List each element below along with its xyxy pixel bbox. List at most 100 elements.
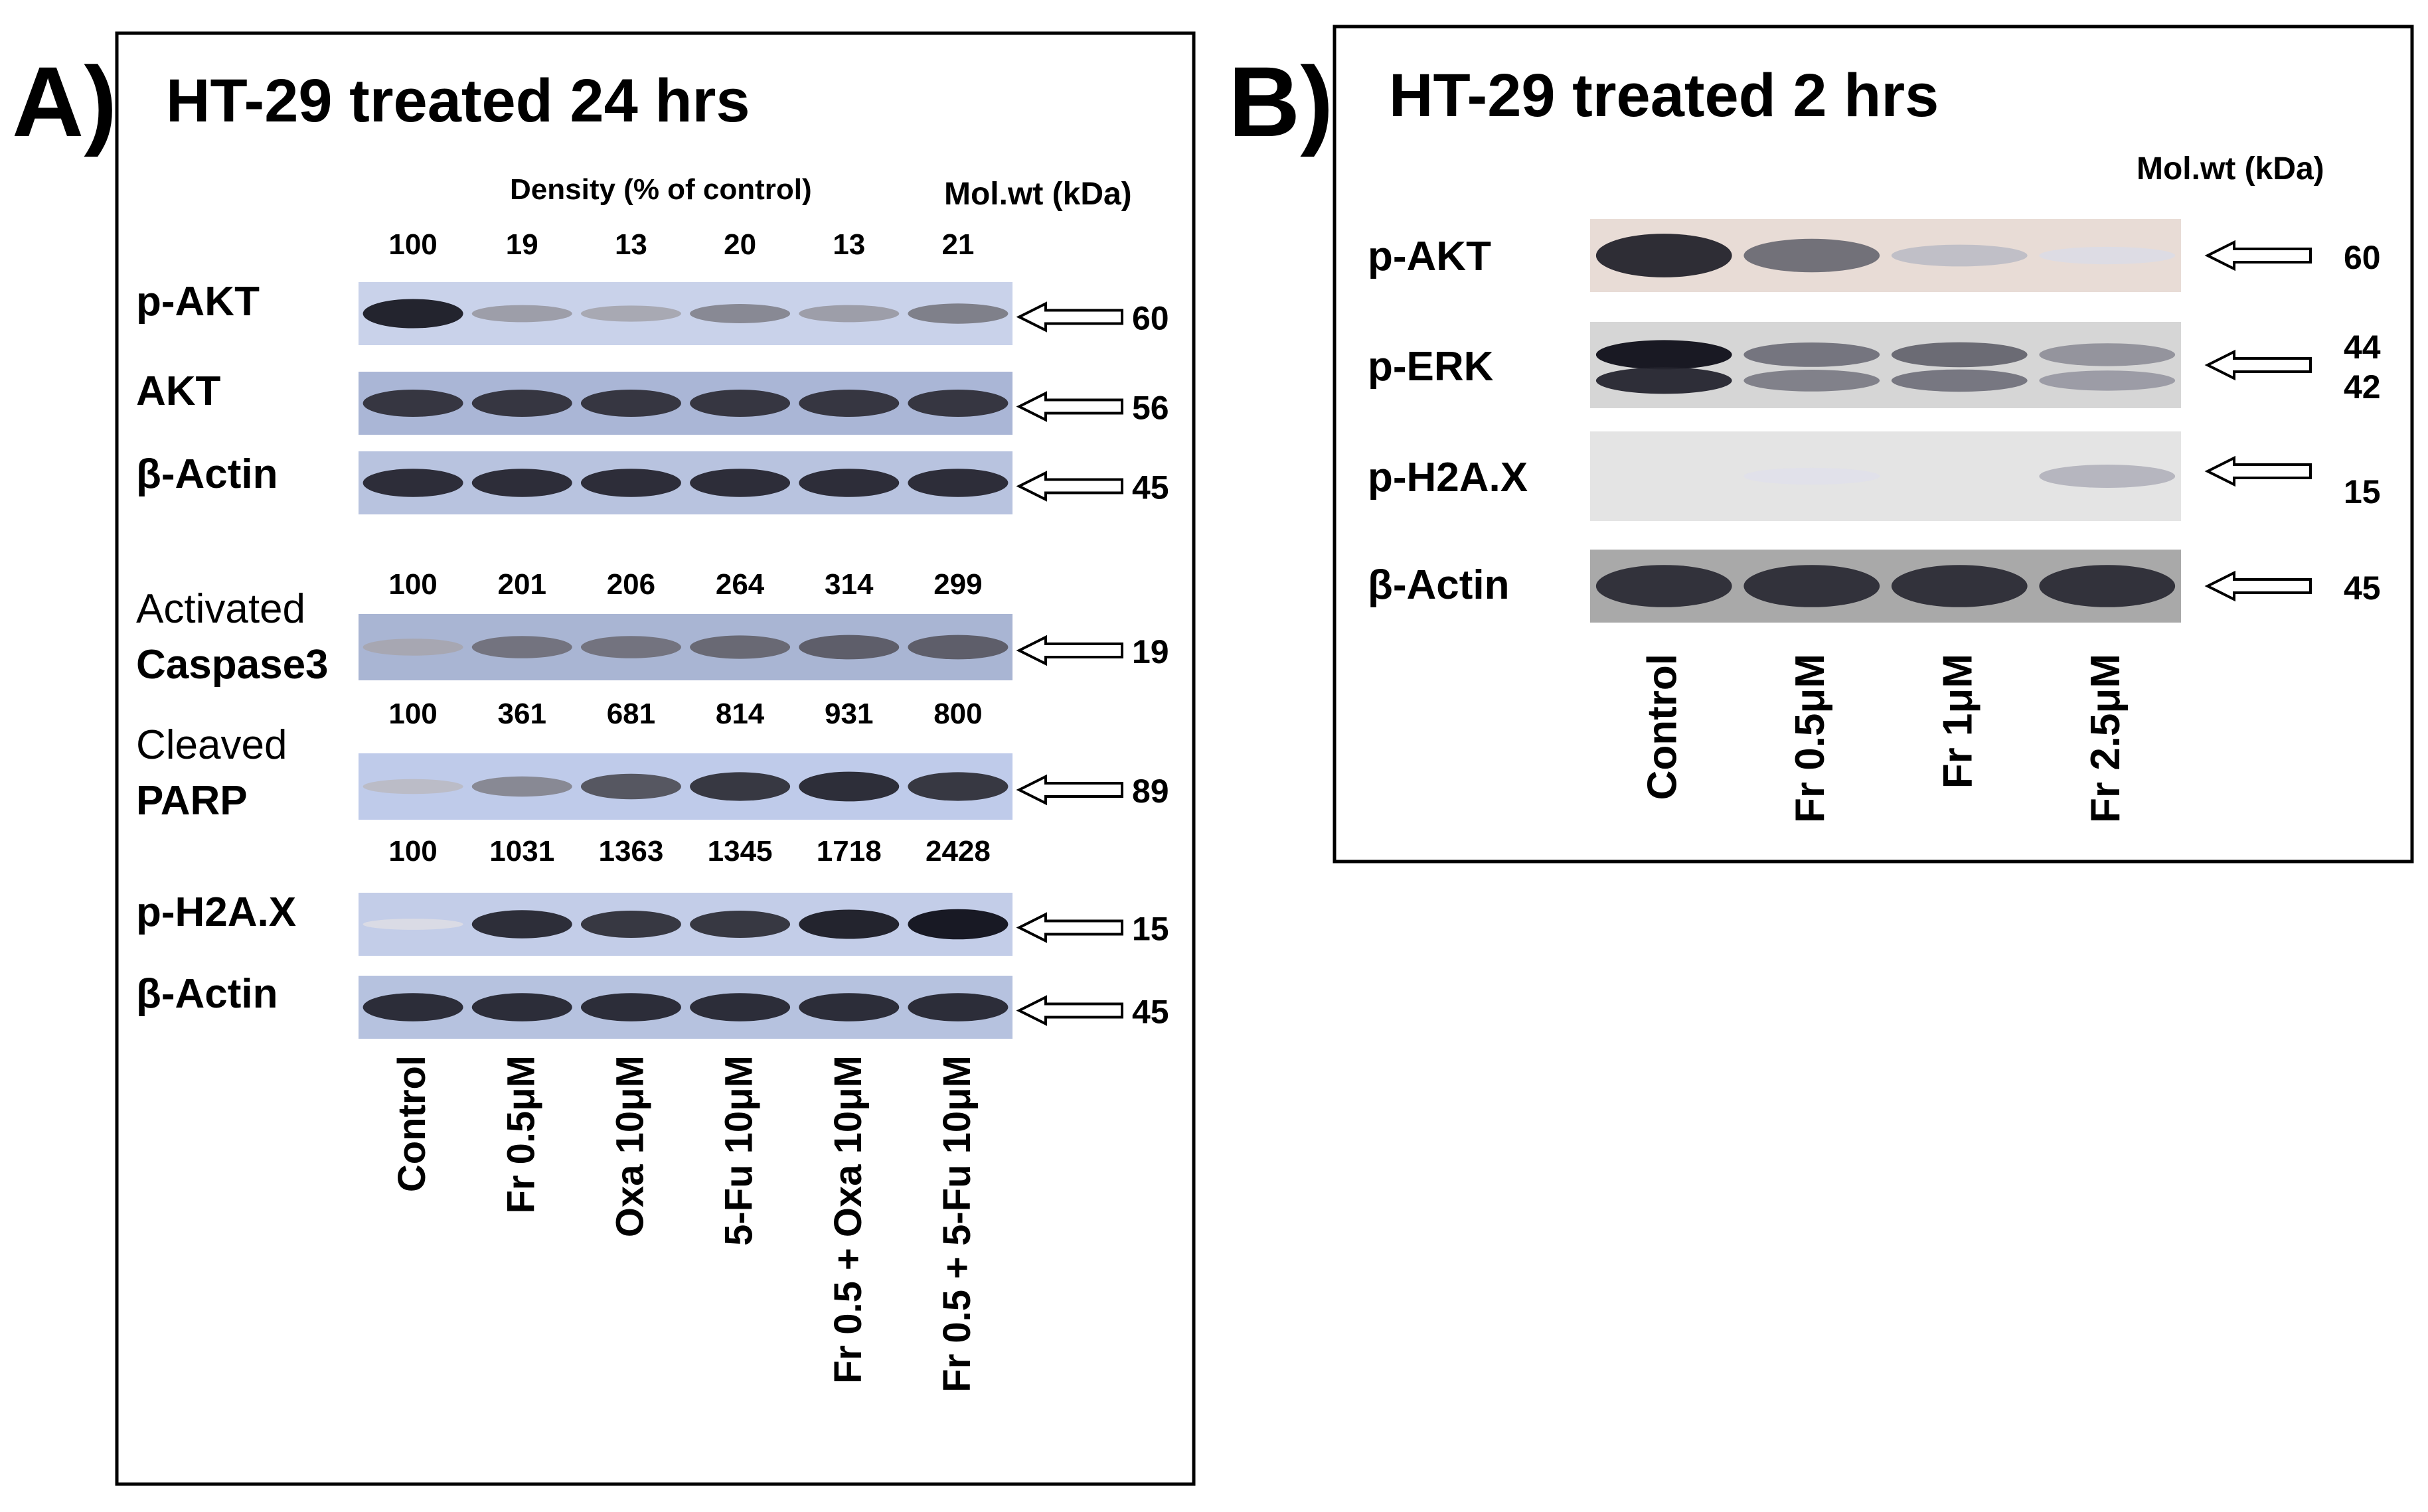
band bbox=[580, 305, 681, 322]
band bbox=[1891, 244, 2028, 267]
band bbox=[580, 389, 681, 417]
density-value: 931 bbox=[825, 698, 873, 730]
band bbox=[2039, 246, 2176, 265]
panel-a-title: HT-29 treated 24 hrs bbox=[166, 67, 750, 135]
band bbox=[799, 469, 900, 497]
mw-arrow bbox=[1016, 912, 1123, 943]
lane-label: Fr 2.5μM bbox=[2083, 654, 2129, 823]
panel-b-molwt-header: Mol.wt (kDa) bbox=[2137, 151, 2324, 187]
mw-arrow bbox=[1016, 774, 1123, 806]
mw-label: 45 bbox=[1132, 994, 1169, 1031]
panel-a-density-header: Density (% of control) bbox=[510, 173, 812, 206]
mw-arrow bbox=[1016, 995, 1123, 1026]
blot-a-caspase3: Activated Caspase3 19 100 201 206 264 314 299 bbox=[136, 568, 1169, 688]
band bbox=[799, 909, 900, 939]
blot-label: Activated bbox=[136, 586, 305, 632]
density-value: 100 bbox=[388, 698, 437, 730]
mw-arrow bbox=[2204, 455, 2312, 487]
blot-label: AKT bbox=[136, 368, 221, 414]
blot-a-akt: AKT 56 bbox=[136, 368, 1169, 435]
density-value: 206 bbox=[607, 568, 655, 601]
panel-a-letter: A) bbox=[12, 46, 117, 157]
band bbox=[471, 993, 572, 1021]
panel-a-molwt-header: Mol.wt (kDa) bbox=[944, 177, 1132, 212]
band bbox=[690, 304, 791, 323]
band-lower bbox=[1743, 370, 1880, 392]
blot-a-parp: Cleaved PARP 89 100 361 681 814 931 800 bbox=[136, 698, 1169, 824]
panel-b-frame bbox=[1333, 25, 2414, 864]
blot-b-h2ax: p-H2A.X 15 bbox=[1368, 431, 2381, 521]
panel-b-letter: B) bbox=[1228, 46, 1333, 157]
blot-a-beta-actin: β-Actin 45 bbox=[136, 451, 1169, 514]
band bbox=[799, 771, 900, 802]
blot-a-h2ax: p-H2A.X 15 100 1031 1363 1345 1718 2428 bbox=[136, 835, 1169, 956]
band-upper bbox=[1743, 342, 1880, 367]
mw-label: 60 bbox=[1132, 300, 1169, 337]
band bbox=[908, 469, 1009, 497]
density-value: 681 bbox=[607, 698, 655, 730]
blot-membrane bbox=[359, 282, 1012, 345]
density-value: 1031 bbox=[489, 835, 554, 868]
band bbox=[580, 469, 681, 497]
density-value: 1363 bbox=[598, 835, 663, 868]
blot-membrane bbox=[359, 753, 1012, 820]
mw-label: 89 bbox=[1132, 773, 1169, 810]
blot-membrane bbox=[359, 451, 1012, 514]
density-value: 13 bbox=[615, 228, 647, 261]
lane-label: Control bbox=[390, 1055, 434, 1192]
density-value: 2428 bbox=[926, 835, 991, 868]
band bbox=[580, 910, 681, 939]
blot-membrane bbox=[359, 614, 1012, 680]
band bbox=[690, 910, 791, 939]
lane-label: Fr 0.5 + Oxa 10μM bbox=[827, 1055, 870, 1384]
density-value: 201 bbox=[498, 568, 546, 601]
mw-arrow bbox=[2204, 240, 2312, 271]
band bbox=[471, 305, 572, 323]
density-value: 299 bbox=[933, 568, 982, 601]
lane-label: Control bbox=[1639, 654, 1685, 800]
band bbox=[363, 779, 463, 794]
band bbox=[690, 993, 791, 1021]
blot-label: p-H2A.X bbox=[136, 889, 296, 935]
blot-label: β-Actin bbox=[136, 971, 278, 1017]
band bbox=[799, 305, 900, 323]
band-upper bbox=[2039, 343, 2176, 366]
mw-label: 15 bbox=[2344, 473, 2381, 510]
mw-label: 45 bbox=[2344, 569, 2381, 607]
blot-label: p-AKT bbox=[136, 279, 260, 325]
band bbox=[1595, 234, 1732, 277]
band bbox=[363, 389, 463, 417]
band bbox=[799, 635, 900, 660]
blot-a-p-akt: p-AKT 60 100 19 13 20 13 21 bbox=[136, 228, 1169, 345]
band bbox=[1595, 565, 1732, 607]
density-value: 314 bbox=[825, 568, 874, 601]
band bbox=[2039, 465, 2176, 488]
band bbox=[908, 772, 1009, 801]
band bbox=[799, 993, 900, 1021]
lane-label: Fr 0.5μM bbox=[1787, 654, 1833, 823]
band bbox=[908, 635, 1009, 660]
mw-label: 60 bbox=[2344, 239, 2381, 276]
mw-label-2: 42 bbox=[2344, 368, 2381, 406]
band bbox=[1743, 467, 1880, 485]
lane-label: Fr 0.5μM bbox=[499, 1055, 542, 1214]
density-value: 100 bbox=[388, 228, 437, 261]
blot-label: Cleaved bbox=[136, 722, 287, 768]
band-upper bbox=[1891, 342, 2028, 368]
blot-label: p-H2A.X bbox=[1368, 455, 1528, 500]
mw-arrow bbox=[2204, 349, 2312, 381]
band-lower bbox=[2039, 370, 2176, 391]
band bbox=[908, 389, 1009, 417]
band bbox=[690, 772, 791, 801]
band-upper bbox=[1595, 340, 1732, 370]
band bbox=[908, 993, 1009, 1021]
lane-label: Oxa 10μM bbox=[608, 1055, 651, 1237]
band bbox=[690, 469, 791, 497]
mw-arrow bbox=[1016, 635, 1123, 666]
blot-label: p-AKT bbox=[1368, 234, 1491, 279]
density-value: 800 bbox=[933, 698, 982, 730]
panel-b-title: HT-29 treated 2 hrs bbox=[1389, 62, 1939, 129]
density-value: 814 bbox=[716, 698, 765, 730]
